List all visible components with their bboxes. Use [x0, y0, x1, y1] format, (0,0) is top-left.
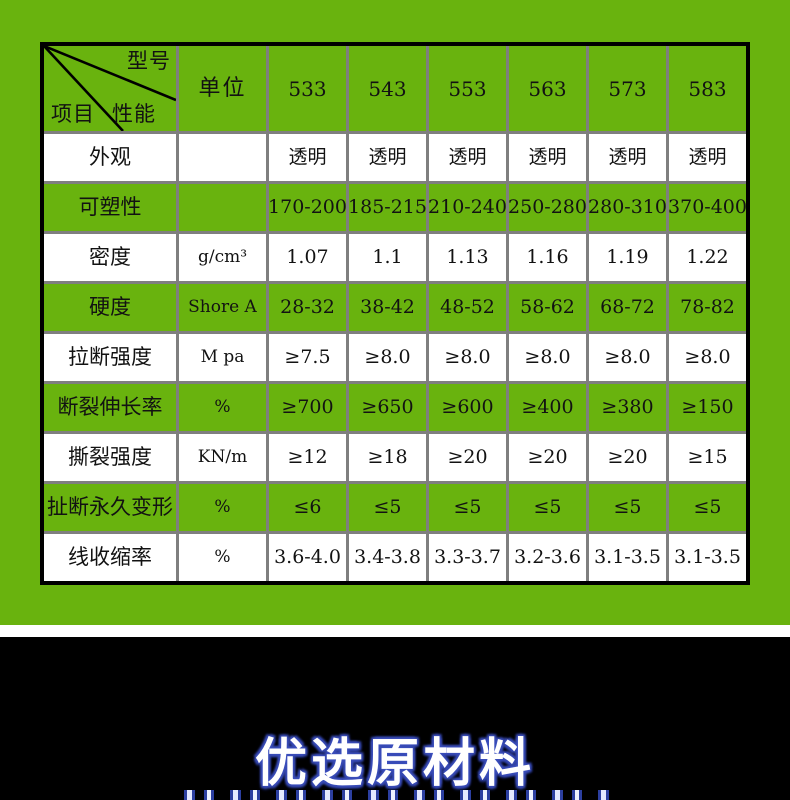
- value-cell: ≥20: [589, 434, 666, 481]
- value-cell: ≥700: [269, 384, 346, 431]
- row-unit: %: [179, 384, 266, 431]
- model-column-header: 543: [349, 46, 426, 131]
- row-label: 扯断永久变形: [44, 484, 176, 531]
- row-label: 硬度: [44, 284, 176, 331]
- value-cell: 48-52: [429, 284, 506, 331]
- value-cell: ≥8.0: [589, 334, 666, 381]
- row-label: 密度: [44, 234, 176, 281]
- value-cell: 透明: [669, 134, 746, 181]
- value-cell: 1.1: [349, 234, 426, 281]
- value-cell: 透明: [349, 134, 426, 181]
- value-cell: ≥18: [349, 434, 426, 481]
- model-column-header: 573: [589, 46, 666, 131]
- value-cell: 1.22: [669, 234, 746, 281]
- bottom-banner: 优选原材料: [0, 637, 790, 800]
- value-cell: ≤5: [509, 484, 586, 531]
- value-cell: 3.1-3.5: [669, 534, 746, 581]
- value-cell: 3.6-4.0: [269, 534, 346, 581]
- value-cell: 370-400: [668, 184, 747, 231]
- value-cell: 透明: [589, 134, 666, 181]
- model-column-header: 583: [669, 46, 746, 131]
- banner-title: 优选原材料: [254, 734, 535, 794]
- value-cell: 78-82: [669, 284, 746, 331]
- row-label: 可塑性: [44, 184, 176, 231]
- value-cell: 3.2-3.6: [509, 534, 586, 581]
- row-unit: M pa: [179, 334, 266, 381]
- row-unit: %: [179, 484, 266, 531]
- value-cell: 透明: [509, 134, 586, 181]
- value-cell: 28-32: [269, 284, 346, 331]
- value-cell: ≤5: [429, 484, 506, 531]
- value-cell: ≤5: [349, 484, 426, 531]
- corner-header-cell: 型号 项目 性能: [44, 46, 176, 131]
- value-cell: ≥15: [669, 434, 746, 481]
- value-cell: ≥650: [349, 384, 426, 431]
- value-cell: ≥400: [509, 384, 586, 431]
- spec-table: 型号 项目 性能 单位 533 543 553 563 573 583 外观 透…: [40, 42, 750, 585]
- value-cell: 210-240: [428, 184, 507, 231]
- value-cell: ≥150: [669, 384, 746, 431]
- corner-performance-label: 性能: [112, 102, 156, 126]
- row-unit: %: [179, 534, 266, 581]
- diagonal-divider-lines: [44, 46, 176, 131]
- row-label: 撕裂强度: [44, 434, 176, 481]
- model-column-header: 553: [429, 46, 506, 131]
- value-cell: ≥12: [269, 434, 346, 481]
- value-cell: 280-310: [588, 184, 667, 231]
- value-cell: ≥380: [589, 384, 666, 431]
- value-cell: 58-62: [509, 284, 586, 331]
- value-cell: 3.3-3.7: [429, 534, 506, 581]
- value-cell: ≤6: [269, 484, 346, 531]
- value-cell: ≥7.5: [269, 334, 346, 381]
- value-cell: 透明: [269, 134, 346, 181]
- value-cell: 3.1-3.5: [589, 534, 666, 581]
- corner-item-label: 项目: [51, 102, 95, 126]
- value-cell: ≥20: [509, 434, 586, 481]
- value-cell: ≥8.0: [669, 334, 746, 381]
- clipped-subtitle-fragment: [177, 790, 613, 800]
- value-cell: ≥8.0: [429, 334, 506, 381]
- row-unit: [179, 134, 266, 181]
- value-cell: ≤5: [669, 484, 746, 531]
- value-cell: ≤5: [589, 484, 666, 531]
- value-cell: 1.13: [429, 234, 506, 281]
- divider-strip: [0, 625, 790, 637]
- value-cell: 透明: [429, 134, 506, 181]
- value-cell: 1.16: [509, 234, 586, 281]
- row-unit: Shore A: [179, 284, 266, 331]
- row-label: 拉断强度: [44, 334, 176, 381]
- model-column-header: 563: [509, 46, 586, 131]
- value-cell: 1.19: [589, 234, 666, 281]
- row-label: 线收缩率: [44, 534, 176, 581]
- value-cell: 170-200: [268, 184, 347, 231]
- value-cell: 1.07: [269, 234, 346, 281]
- corner-model-label: 型号: [127, 49, 171, 73]
- value-cell: 68-72: [589, 284, 666, 331]
- value-cell: ≥8.0: [349, 334, 426, 381]
- row-unit: g/cm³: [179, 234, 266, 281]
- row-unit: KN/m: [179, 434, 266, 481]
- value-cell: ≥600: [429, 384, 506, 431]
- value-cell: ≥8.0: [509, 334, 586, 381]
- value-cell: 250-280: [508, 184, 587, 231]
- row-label: 断裂伸长率: [44, 384, 176, 431]
- model-column-header: 533: [269, 46, 346, 131]
- value-cell: 3.4-3.8: [349, 534, 426, 581]
- unit-column-header: 单位: [179, 46, 266, 131]
- row-label: 外观: [44, 134, 176, 181]
- value-cell: 185-215: [348, 184, 427, 231]
- value-cell: 38-42: [349, 284, 426, 331]
- row-unit: [179, 184, 266, 231]
- value-cell: ≥20: [429, 434, 506, 481]
